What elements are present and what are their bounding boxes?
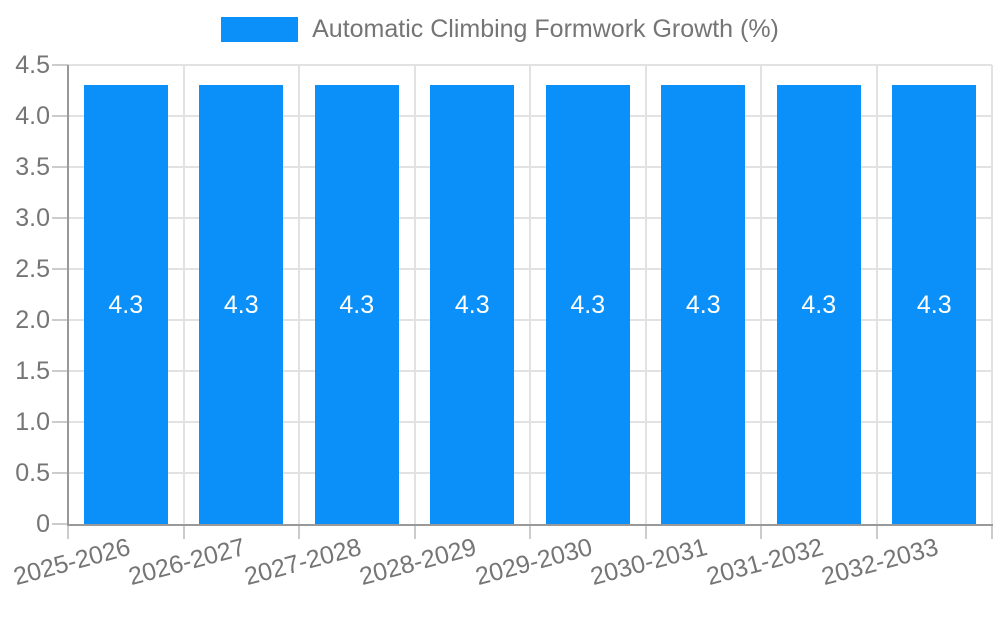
x-axis-tick <box>182 524 185 539</box>
gridline-vertical <box>413 65 416 524</box>
x-axis-tick <box>644 524 647 539</box>
bar[interactable] <box>314 85 399 524</box>
y-axis-tick <box>52 64 68 66</box>
x-axis-tick <box>413 524 416 539</box>
gridline-vertical <box>991 65 993 524</box>
gridline-vertical <box>529 65 531 524</box>
bar[interactable] <box>199 85 284 524</box>
x-axis-tick <box>875 524 878 539</box>
y-axis-tick-label: 3.0 <box>15 204 50 232</box>
bar-value-label: 4.3 <box>916 290 952 319</box>
bar-value-label: 4.3 <box>108 290 144 319</box>
y-axis-line <box>67 65 69 526</box>
legend-label[interactable]: Automatic Climbing Formwork Growth (%) <box>312 15 779 43</box>
y-axis-tick <box>52 115 68 117</box>
bar[interactable] <box>892 85 977 524</box>
y-axis-tick-label: 1.5 <box>15 357 50 385</box>
bar-value-label: 4.3 <box>570 290 606 319</box>
y-axis-tick <box>52 319 68 321</box>
bar-value-label: 4.3 <box>685 290 721 319</box>
x-axis-tick <box>529 524 531 539</box>
y-axis-tick <box>52 421 68 423</box>
x-axis-tick <box>760 524 762 539</box>
x-axis-tick <box>67 524 69 539</box>
y-axis-tick-label: 4.5 <box>15 51 50 79</box>
bar-value-label: 4.3 <box>223 290 259 319</box>
legend-swatch[interactable] <box>221 17 299 42</box>
bar[interactable] <box>776 85 861 524</box>
bar-value-label: 4.3 <box>801 290 837 319</box>
bar-value-label: 4.3 <box>454 290 490 319</box>
bar[interactable] <box>661 85 746 524</box>
y-axis-tick-label: 3.5 <box>15 153 50 181</box>
y-axis-tick <box>52 370 68 372</box>
y-axis-tick <box>52 472 68 474</box>
y-axis-tick <box>52 523 68 525</box>
gridline-vertical <box>644 65 647 524</box>
bar[interactable] <box>430 85 515 524</box>
legend[interactable]: Automatic Climbing Formwork Growth (%) <box>0 15 1000 44</box>
gridline-vertical <box>182 65 185 524</box>
bar-chart: Automatic Climbing Formwork Growth (%) 0… <box>0 15 1000 591</box>
x-axis-tick <box>298 524 300 539</box>
y-axis-tick-label: 0.5 <box>15 459 50 487</box>
bar[interactable] <box>545 85 630 524</box>
y-axis-tick <box>52 217 68 219</box>
gridline-vertical <box>875 65 878 524</box>
bar-value-label: 4.3 <box>339 290 375 319</box>
y-axis-tick-label: 2.0 <box>15 306 50 334</box>
y-axis-tick <box>52 268 68 270</box>
gridline-vertical <box>298 65 300 524</box>
y-axis-tick-label: 4.0 <box>15 102 50 130</box>
bar[interactable] <box>83 85 168 524</box>
x-axis-line <box>67 524 993 526</box>
y-axis-tick-label: 1.0 <box>15 408 50 436</box>
y-axis-tick-label: 0 <box>36 510 50 538</box>
y-axis-tick <box>52 166 68 168</box>
y-axis-tick-label: 2.5 <box>15 255 50 283</box>
gridline-vertical <box>760 65 762 524</box>
x-axis-tick <box>991 524 993 539</box>
